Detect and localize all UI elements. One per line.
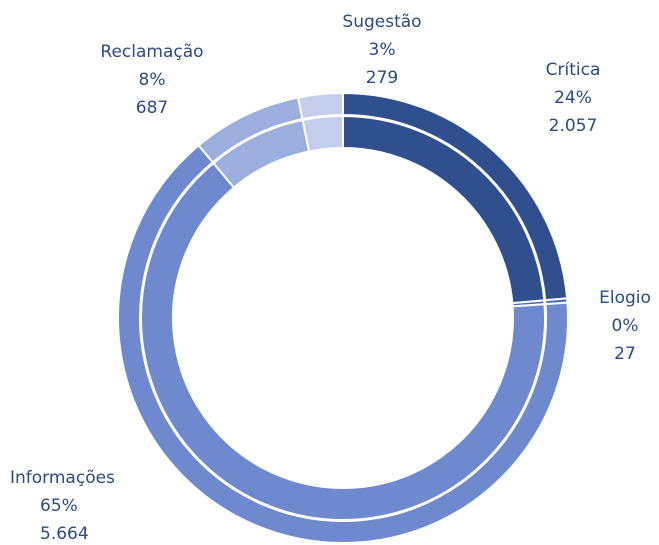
category-label: Informações xyxy=(10,468,115,488)
category-label: Reclamação xyxy=(100,42,203,62)
category-label: Sugestão xyxy=(342,12,421,32)
donut-segment xyxy=(301,114,344,153)
donut-segment xyxy=(140,161,546,521)
percentage-label: 0% xyxy=(612,316,639,336)
value-label: 687 xyxy=(136,98,168,118)
percentage-label: 24% xyxy=(554,88,592,108)
value-label: 2.057 xyxy=(549,116,598,136)
category-label: Crítica xyxy=(546,60,601,80)
category-label: Elogio xyxy=(599,288,651,308)
value-label: 279 xyxy=(366,68,398,88)
donut-segment xyxy=(342,114,546,305)
value-label: 5.664 xyxy=(40,524,89,544)
percentage-label: 3% xyxy=(369,40,396,60)
percentage-label: 65% xyxy=(40,496,78,516)
percentage-label: 8% xyxy=(139,70,166,90)
value-label: 27 xyxy=(614,344,636,364)
